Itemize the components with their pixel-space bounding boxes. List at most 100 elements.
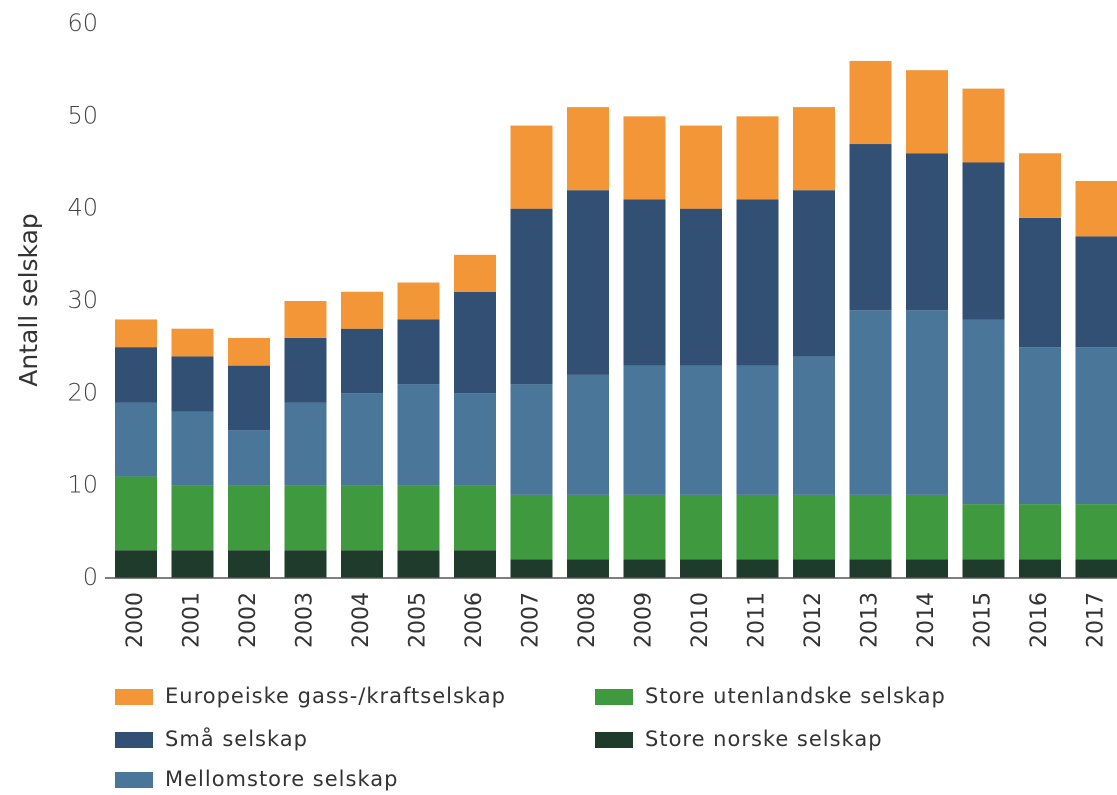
bar-segment — [228, 430, 270, 486]
bar-segment — [1019, 217, 1061, 348]
bar-segment — [849, 60, 892, 145]
bar-segment — [284, 402, 327, 486]
y-tick-label: 0 — [83, 563, 98, 591]
y-tick-label: 30 — [67, 286, 98, 314]
bar-segment — [623, 365, 666, 495]
bar-segment — [962, 559, 1005, 578]
bar-segment — [623, 494, 666, 560]
bar-segment — [228, 485, 270, 551]
bar-segment — [962, 319, 1005, 505]
y-tick-label: 50 — [67, 101, 98, 129]
bar-segment — [284, 301, 327, 338]
y-axis-label: Antall selskap — [14, 213, 43, 387]
bar-segment — [1019, 153, 1061, 218]
bar-segment — [623, 199, 666, 366]
bar-segment — [1075, 559, 1117, 578]
y-tick-label: 60 — [67, 9, 98, 37]
bar-segment — [906, 494, 948, 560]
y-tick-label: 10 — [67, 471, 98, 499]
bar-segment — [115, 402, 157, 477]
x-tick-label: 2006 — [462, 592, 487, 648]
legend-swatch — [595, 689, 633, 705]
x-tick-label: 2014 — [914, 592, 939, 648]
legend-swatch — [115, 689, 153, 705]
x-tick-label: 2004 — [349, 592, 374, 648]
x-tick-label: 2016 — [1027, 592, 1052, 648]
bar-segment — [736, 365, 779, 495]
bar-segment — [284, 485, 327, 551]
legend-label: Europeiske gass-/kraftselskap — [165, 684, 506, 708]
bar-segment — [115, 550, 157, 578]
bar-segment — [736, 199, 779, 366]
bar-segment — [680, 208, 722, 366]
bar-segment — [228, 365, 270, 431]
bar-segment — [1075, 504, 1117, 560]
y-tick-label: 40 — [67, 194, 98, 222]
bar-segment — [454, 485, 496, 551]
bar-segment — [793, 107, 835, 191]
bar-segment — [341, 393, 383, 486]
bar-segment — [680, 125, 722, 209]
bar-segment — [680, 365, 722, 495]
bar-segment — [171, 485, 214, 551]
bar-segment — [680, 494, 722, 560]
bar-segment — [510, 494, 553, 560]
bar-segment — [567, 374, 609, 495]
x-tick-label: 2010 — [688, 592, 713, 648]
bar-segment — [1019, 559, 1061, 578]
bar-segment — [341, 291, 383, 329]
bar-segment — [793, 356, 835, 495]
x-tick-label: 2005 — [406, 592, 431, 648]
bar-segment — [906, 559, 948, 578]
bar-segment — [906, 310, 948, 495]
bar-segment — [228, 337, 270, 366]
x-tick-label: 2002 — [236, 592, 261, 648]
bar-segment — [454, 254, 496, 292]
x-tick-label: 2011 — [745, 592, 770, 648]
bar-segment — [680, 559, 722, 578]
bar-segment — [171, 411, 214, 486]
bar-segment — [567, 559, 609, 578]
legend-swatch — [115, 732, 153, 748]
x-tick-label: 2017 — [1084, 592, 1109, 648]
bar-segment — [849, 144, 892, 311]
bar-segment — [115, 476, 157, 551]
x-tick-label: 2007 — [519, 592, 544, 648]
x-tick-label: 2001 — [180, 592, 205, 648]
x-tick-label: 2003 — [293, 592, 318, 648]
legend-label: Mellomstore selskap — [165, 767, 398, 791]
bar-segment — [849, 310, 892, 495]
x-tick-label: 2015 — [971, 592, 996, 648]
bar-segment — [567, 494, 609, 560]
legend-swatch — [115, 772, 153, 788]
bar-segment — [567, 190, 609, 375]
bar-segment — [736, 494, 779, 560]
bar-segment — [1019, 504, 1061, 560]
x-tick-label: 2012 — [801, 592, 826, 648]
bar-segment — [962, 504, 1005, 560]
bar-segment — [510, 125, 553, 209]
bar-segment — [284, 337, 327, 403]
bar-segment — [962, 162, 1005, 320]
bar-segment — [341, 328, 383, 394]
bar-segment — [510, 208, 553, 385]
bar-segment — [736, 116, 779, 200]
bar-segment — [567, 107, 609, 191]
bar-segment — [849, 494, 892, 560]
bar-segment — [397, 319, 440, 385]
legend-label: Store norske selskap — [645, 727, 883, 751]
bar-segment — [962, 88, 1005, 163]
bar-segment — [793, 494, 835, 560]
bar-segment — [510, 384, 553, 495]
bar-segment — [1019, 347, 1061, 505]
bar-segment — [849, 559, 892, 578]
bar-segment — [171, 328, 214, 357]
bar-segment — [793, 559, 835, 578]
legend-label: Små selskap — [165, 726, 308, 751]
legend-label: Store utenlandske selskap — [645, 684, 946, 708]
bar-segment — [454, 393, 496, 486]
bar-segment — [284, 550, 327, 578]
bar-segment — [397, 384, 440, 486]
x-tick-label: 2009 — [632, 592, 657, 648]
